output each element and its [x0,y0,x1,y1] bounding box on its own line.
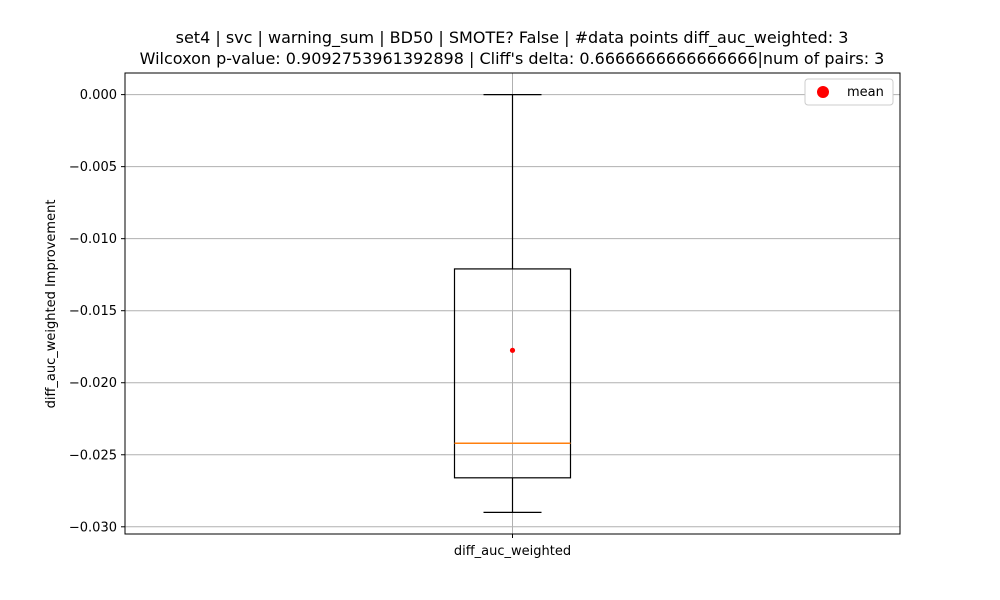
interquartile-box [453,268,572,479]
y-tick-label: −0.010 [69,232,117,247]
chart-title-line-1: set4 | svc | warning_sum | BD50 | SMOTE?… [176,28,849,48]
mean-marker [509,347,516,353]
x-axis-ticks: diff_auc_weighted [454,534,571,559]
y-tick-label: −0.020 [69,376,117,391]
y-axis-ticks: 0.000 −0.005 −0.010 −0.015 −0.020 −0.025 −0.03… [69,88,125,535]
legend-mean-marker [817,86,829,98]
y-tick-label: −0.030 [69,520,117,535]
x-tick-label: diff_auc_weighted [454,544,571,559]
legend-mean-label: mean [847,85,884,100]
y-tick-label: −0.005 [69,160,117,175]
y-tick-label: −0.015 [69,304,117,319]
box-group [453,94,572,513]
legend: mean [804,78,894,106]
chart-title-line-2: Wilcoxon p-value: 0.9092753961392898 | C… [140,49,885,68]
y-tick-label: −0.025 [69,448,117,463]
y-tick-label: 0.000 [80,88,117,103]
y-axis-label: diff_auc_weighted Improvement [44,200,59,409]
legend-box [804,78,894,106]
